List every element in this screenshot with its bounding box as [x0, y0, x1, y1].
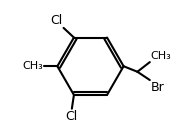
Text: Br: Br: [151, 81, 164, 94]
Text: Cl: Cl: [50, 14, 62, 26]
Text: CH₃: CH₃: [151, 51, 171, 61]
Text: CH₃: CH₃: [22, 61, 43, 71]
Text: Cl: Cl: [66, 110, 78, 123]
